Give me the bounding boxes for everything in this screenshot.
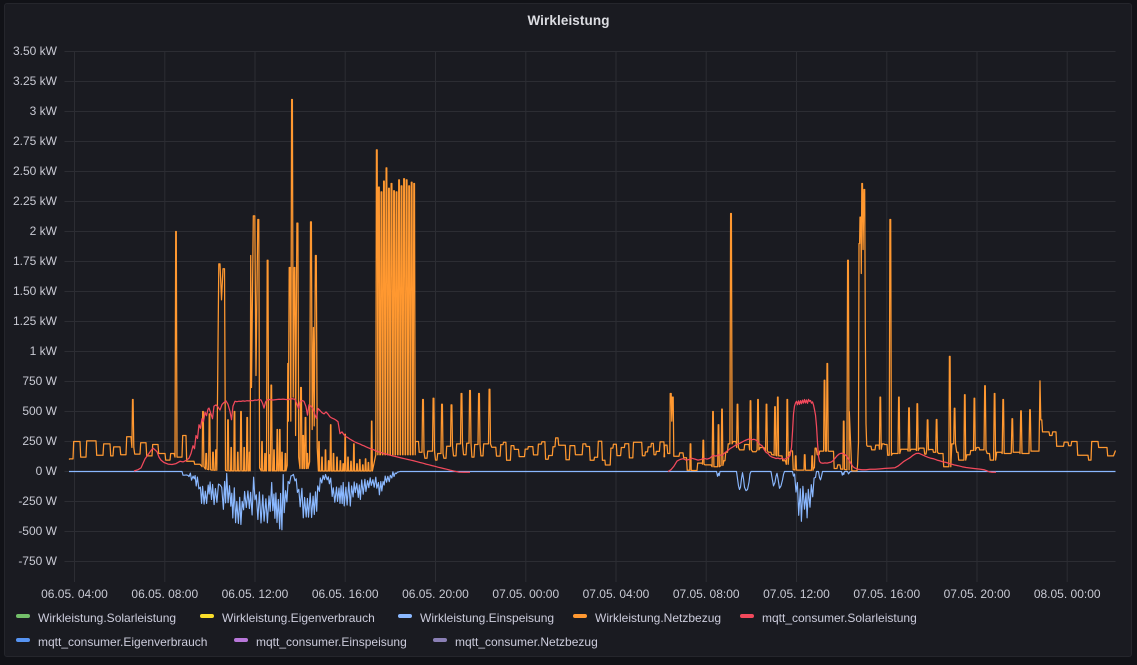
- svg-text:1.75 kW: 1.75 kW: [13, 254, 58, 268]
- svg-text:07.05. 04:00: 07.05. 04:00: [583, 587, 650, 601]
- svg-text:2 kW: 2 kW: [30, 224, 58, 238]
- svg-text:06.05. 20:00: 06.05. 20:00: [402, 587, 469, 601]
- svg-text:0 W: 0 W: [36, 464, 58, 478]
- svg-text:-500 W: -500 W: [18, 524, 57, 538]
- svg-text:07.05. 08:00: 07.05. 08:00: [673, 587, 740, 601]
- svg-text:750 W: 750 W: [22, 374, 57, 388]
- svg-text:1 kW: 1 kW: [30, 344, 58, 358]
- svg-text:06.05. 04:00: 06.05. 04:00: [41, 587, 108, 601]
- svg-text:08.05. 00:00: 08.05. 00:00: [1034, 587, 1101, 601]
- svg-text:07.05. 12:00: 07.05. 12:00: [763, 587, 830, 601]
- svg-text:2.75 kW: 2.75 kW: [13, 134, 58, 148]
- svg-text:500 W: 500 W: [22, 404, 57, 418]
- svg-text:06.05. 08:00: 06.05. 08:00: [131, 587, 198, 601]
- svg-text:1.50 kW: 1.50 kW: [13, 284, 58, 298]
- svg-text:3.25 kW: 3.25 kW: [13, 74, 58, 88]
- svg-text:07.05. 00:00: 07.05. 00:00: [492, 587, 559, 601]
- svg-text:2.50 kW: 2.50 kW: [13, 164, 58, 178]
- svg-text:07.05. 20:00: 07.05. 20:00: [944, 587, 1011, 601]
- svg-text:3.50 kW: 3.50 kW: [13, 44, 58, 58]
- svg-text:-250 W: -250 W: [18, 494, 57, 508]
- svg-text:3 kW: 3 kW: [30, 104, 58, 118]
- svg-text:-750 W: -750 W: [18, 554, 57, 568]
- svg-text:1.25 kW: 1.25 kW: [13, 314, 58, 328]
- svg-text:2.25 kW: 2.25 kW: [13, 194, 58, 208]
- svg-text:06.05. 16:00: 06.05. 16:00: [312, 587, 379, 601]
- svg-text:06.05. 12:00: 06.05. 12:00: [222, 587, 289, 601]
- svg-text:07.05. 16:00: 07.05. 16:00: [853, 587, 920, 601]
- svg-text:250 W: 250 W: [22, 434, 57, 448]
